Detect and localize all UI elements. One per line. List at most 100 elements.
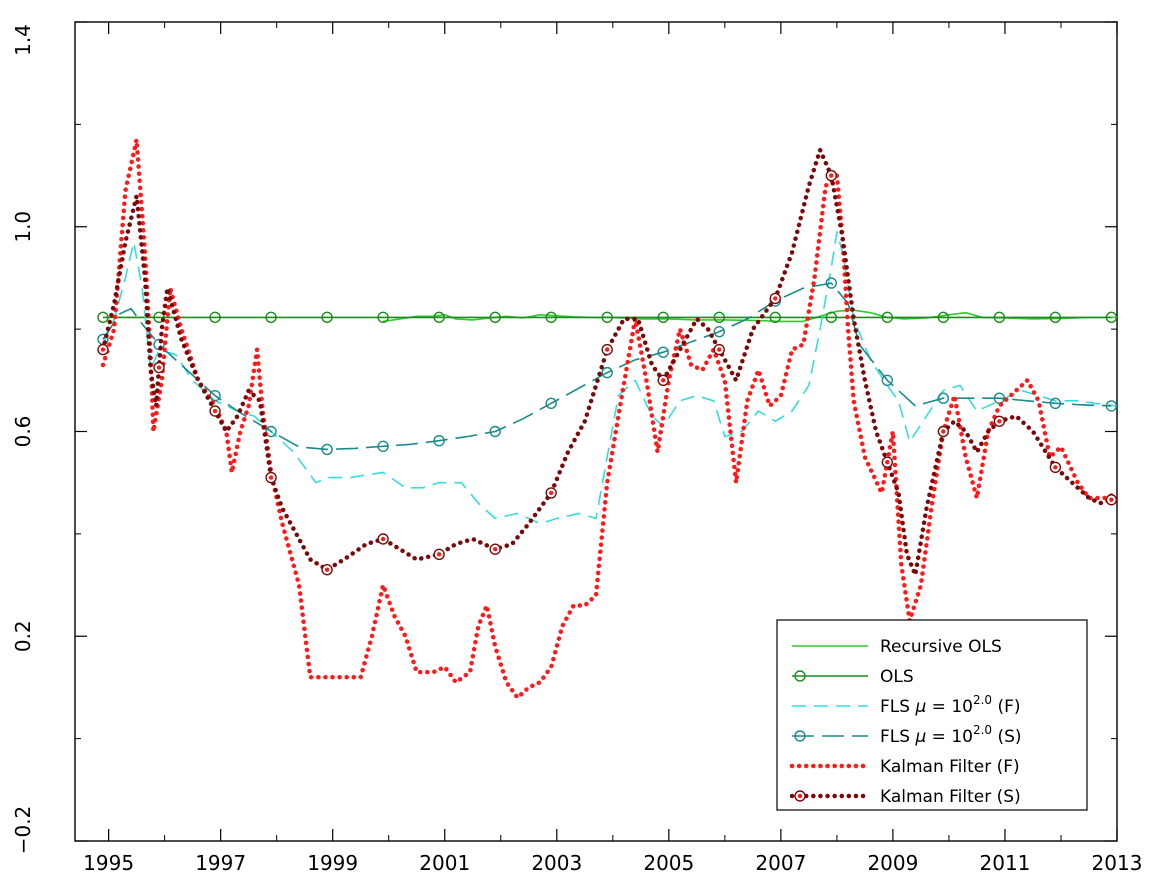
series-marker (545, 397, 557, 410)
series-marker (881, 374, 894, 387)
series-marker-dot (156, 365, 162, 370)
series-line (102, 231, 1117, 525)
series-marker (377, 311, 389, 324)
series-marker-dot (773, 296, 778, 301)
series-marker-dot (717, 347, 722, 352)
legend-mu-base: 10 (951, 727, 973, 747)
legend-label-name: FLS (880, 727, 910, 747)
legend-item: Kalman Filter (S) (789, 787, 1021, 807)
series-marker-dot (997, 419, 1002, 424)
series-recursive-ols (382, 309, 1117, 323)
series-marker (489, 311, 501, 324)
x-tick-label: 2005 (643, 851, 694, 875)
legend-marker (794, 670, 806, 682)
series-marker (825, 311, 837, 324)
y-tick-label: −0.2 (11, 806, 35, 855)
series-marker (825, 277, 837, 289)
series-marker (601, 366, 613, 379)
x-tick-label: 2011 (980, 851, 1031, 875)
legend-mu-base: 10 (951, 697, 973, 717)
series-marker-dot (100, 347, 106, 352)
series-marker (601, 311, 613, 324)
series-marker-dot (605, 347, 610, 352)
legend-marker-dot (797, 793, 803, 799)
legend-label: Recursive OLS (880, 637, 1002, 657)
legend-mu: μ (910, 697, 926, 717)
series-marker (321, 311, 333, 324)
series-marker (1105, 311, 1117, 324)
legend-label: Kalman Filter (S) (880, 787, 1021, 807)
series-marker-dot (1109, 497, 1114, 502)
series-line (100, 137, 1117, 700)
y-tick-label: 1.0 (11, 211, 35, 243)
x-tick-label: 2003 (531, 851, 582, 875)
series-marker (769, 311, 781, 324)
series-marker (713, 311, 725, 324)
series-marker-dot (380, 536, 386, 542)
legend-label: Kalman Filter (F) (880, 757, 1020, 777)
series-marker-dot (436, 552, 442, 557)
series-marker (489, 425, 501, 438)
series-marker (1049, 311, 1062, 324)
series-line (102, 282, 1112, 451)
x-tick-label: 2001 (419, 851, 470, 875)
y-axis: −0.2 0.2 0.6 1.0 1.4 (11, 21, 1117, 855)
legend-mu-exp: 2.0 (973, 693, 992, 707)
series-ols (97, 311, 1117, 324)
x-tick-label: 2009 (867, 851, 918, 875)
legend-item: FLS μ = 102.0 (F) (792, 693, 1021, 717)
series-marker (433, 435, 445, 447)
legend-label-name: FLS (880, 697, 910, 717)
legend-label: FLS μ = 102.0 (F) (880, 693, 1021, 717)
x-tick-label: 2013 (1092, 851, 1143, 875)
series-marker (1105, 400, 1117, 412)
series-marker (881, 311, 894, 324)
y-tick-label: 1.4 (11, 24, 35, 56)
x-tick-label: 1999 (307, 851, 358, 875)
series-marker-dot (1053, 465, 1058, 470)
series-fls-f- (102, 231, 1117, 525)
series-marker-dot (492, 547, 498, 552)
series-marker (97, 311, 109, 324)
legend-marker (794, 730, 806, 742)
series-kalman-filter-s- (97, 147, 1117, 578)
legend-label: OLS (880, 667, 914, 687)
series-marker (265, 425, 277, 438)
series-marker-dot (829, 173, 834, 178)
y-tick-label: 0.6 (11, 416, 35, 448)
series-marker-dot (885, 460, 890, 465)
series-marker (993, 311, 1006, 324)
series-marker (377, 440, 389, 453)
series-marker (209, 311, 221, 324)
x-tick-label: 2007 (755, 851, 806, 875)
series-marker-dot (268, 475, 274, 480)
series-kalman-filter-f- (100, 137, 1117, 700)
series-marker (153, 311, 165, 324)
legend-item: FLS μ = 102.0 (S) (792, 723, 1022, 747)
legend-item: OLS (792, 667, 914, 687)
legend-eq: = (926, 727, 951, 747)
series-marker (657, 346, 669, 358)
legend-box (776, 619, 1088, 811)
series-layer (97, 137, 1117, 700)
series-marker-dot (212, 408, 218, 414)
legend-eq: = (926, 697, 951, 717)
series-marker (321, 443, 333, 456)
series-marker (433, 311, 445, 324)
legend-item: Recursive OLS (792, 637, 1002, 657)
series-marker-dot (941, 429, 946, 434)
y-tick-label: 0.2 (11, 620, 35, 652)
series-marker (545, 311, 557, 324)
series-marker (937, 311, 950, 324)
legend-mu-exp: 2.0 (973, 723, 992, 737)
series-marker (657, 311, 669, 324)
series-marker-dot (548, 490, 554, 496)
series-marker-dot (324, 567, 330, 572)
legend-label: FLS μ = 102.0 (S) (880, 723, 1022, 747)
x-tick-label: 1995 (83, 851, 134, 875)
x-tick-label: 1997 (195, 851, 246, 875)
series-marker (265, 311, 277, 324)
series-marker (1049, 397, 1062, 410)
series-line (382, 309, 1117, 323)
